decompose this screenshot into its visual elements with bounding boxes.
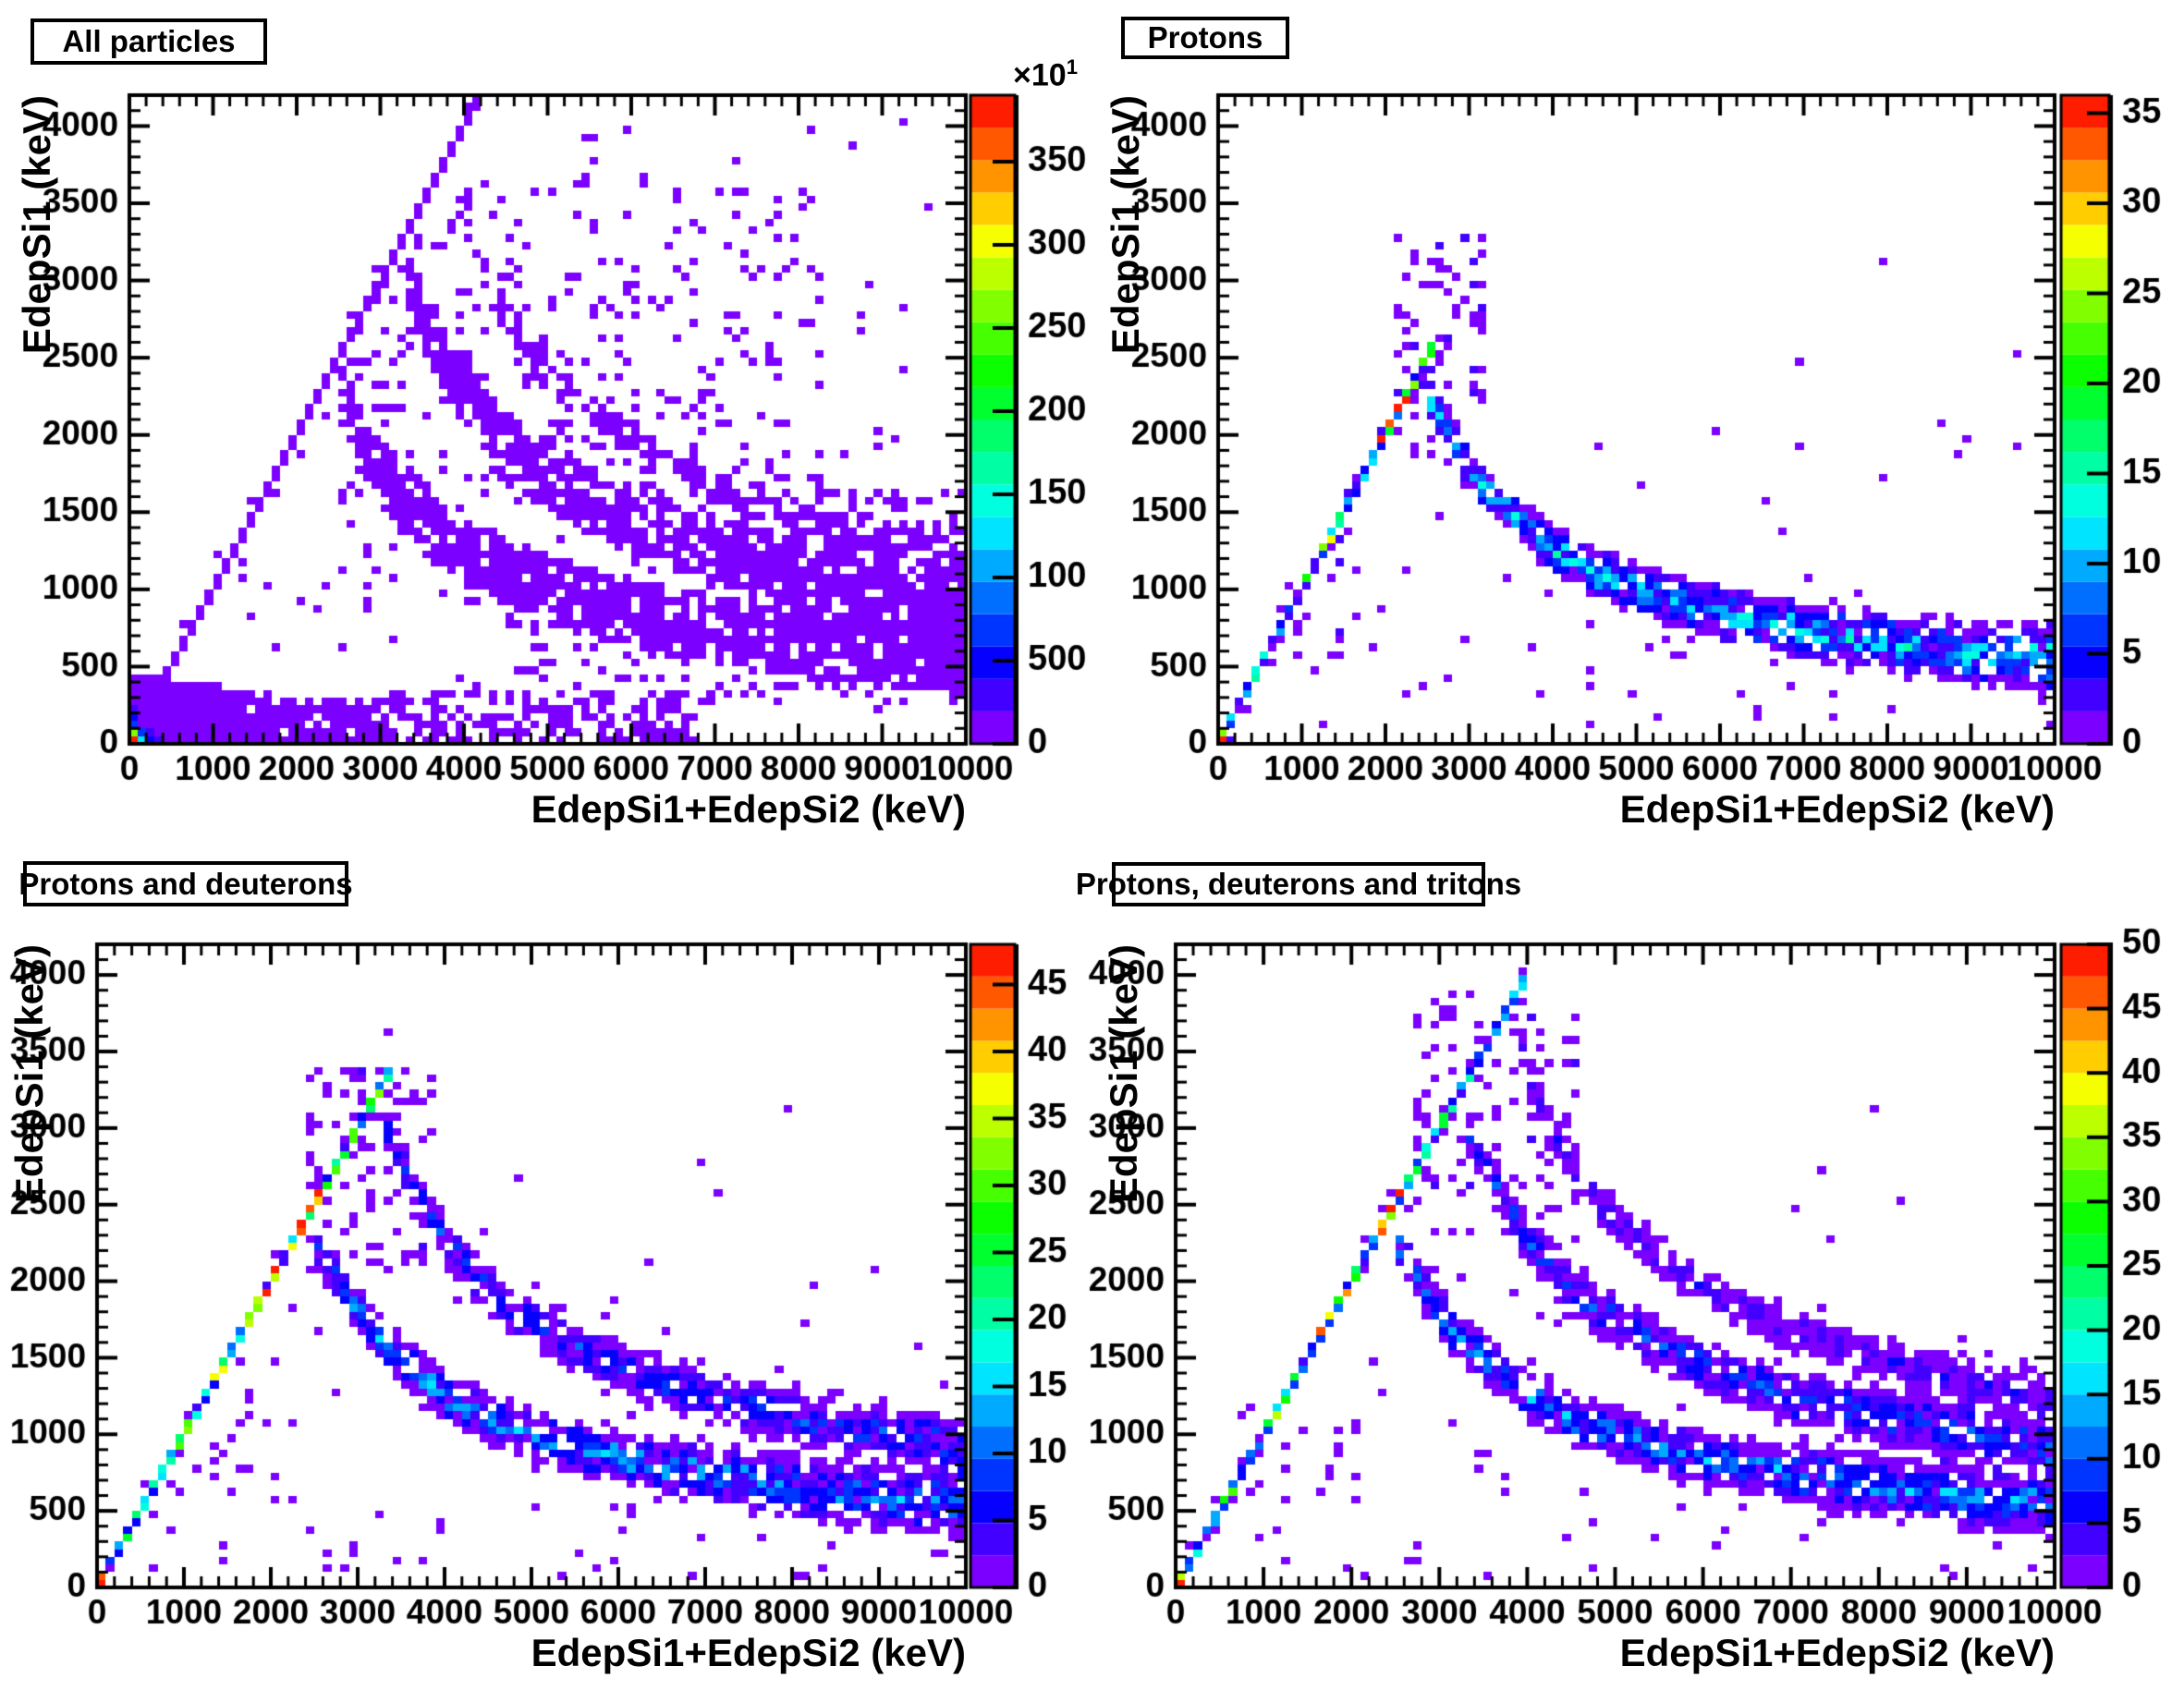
panel-title: Protons [1147,20,1263,55]
y-axis-title: EdepSi1 (keV) [1102,944,1145,1204]
x-axis-title: EdepSi1+EdepSi2 (keV) [531,1631,966,1674]
x-axis-title: EdepSi1+EdepSi2 (keV) [1619,787,2055,831]
x-axis-title: EdepSi1+EdepSi2 (keV) [531,787,966,831]
x-axis-title: EdepSi1+EdepSi2 (keV) [1619,1631,2055,1674]
panel-title-box-all-particles: All particles [31,18,267,65]
panel-title: Protons, deuterons and tritons [1075,867,1522,901]
y-axis-title: EdepSi1 (keV) [1104,95,1147,355]
panel-title-box-protons-deuterons: Protons and deuterons [18,861,353,906]
y-axis-title: EdepSi1 (keV) [15,95,58,355]
y-axis-title: EdepSi1 (keV) [7,944,51,1204]
panel-title-box-protons-deuterons-tritons: Protons, deuterons and tritons [1076,862,1521,906]
panel-title: Protons and deuterons [18,866,353,901]
panel-title-box-protons: Protons [1121,17,1289,59]
panel-title: All particles [62,24,236,58]
colorbar-exponent: ×101 [1013,55,1078,93]
